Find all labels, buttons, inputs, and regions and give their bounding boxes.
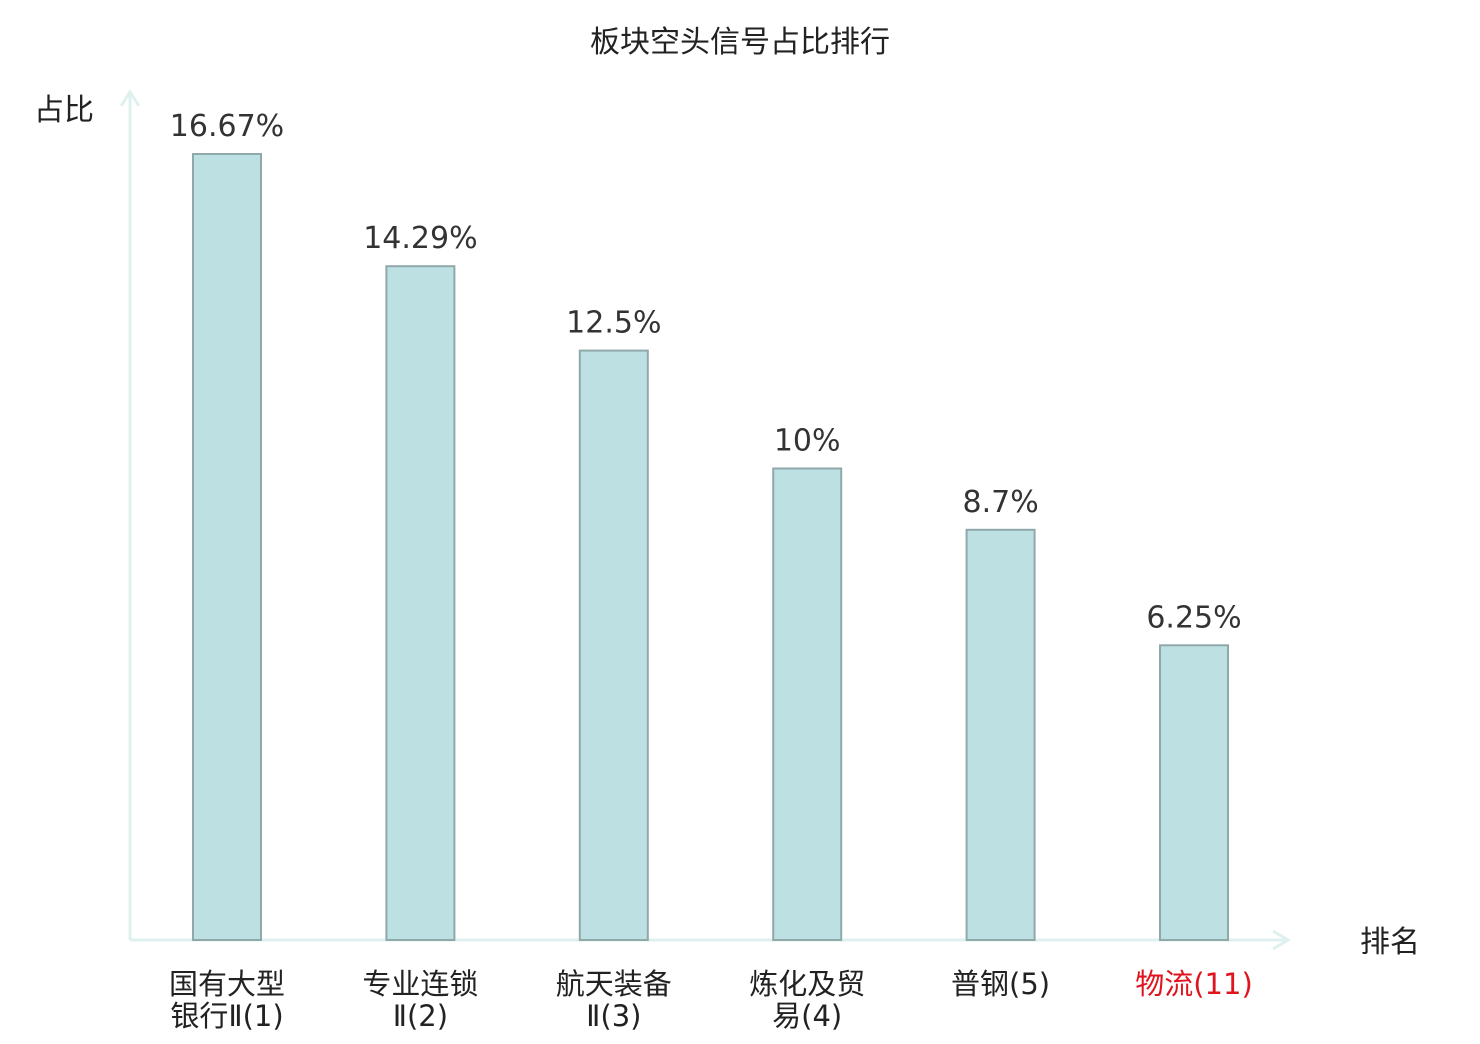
x-tick-label: 国有大型: [169, 967, 285, 1001]
bar-value-label: 12.5%: [566, 306, 661, 341]
bar-value-label: 14.29%: [363, 221, 477, 256]
bar-value-label: 10%: [774, 424, 841, 459]
y-axis-label: 占比: [34, 93, 94, 128]
x-axis-arrow: [1272, 929, 1291, 951]
y-axis-arrow: [119, 89, 141, 107]
x-tick-label: Ⅱ(2): [393, 999, 448, 1033]
bar: [578, 349, 649, 942]
bar-value-label: 8.7%: [962, 485, 1038, 520]
bar-value-label: 16.67%: [170, 109, 284, 144]
bar-value-label: 6.25%: [1146, 600, 1241, 635]
x-tick-label: 普钢(5): [951, 967, 1050, 1001]
chart-title: 板块空头信号占比排行: [590, 25, 890, 60]
x-tick-label: 银行Ⅱ(1): [170, 999, 283, 1033]
x-axis-label: 排名: [1360, 925, 1420, 960]
x-tick-label: 专业连锁: [362, 967, 478, 1001]
x-tick-label: Ⅱ(3): [586, 999, 641, 1033]
x-tick-label: 易(4): [772, 999, 842, 1033]
bar: [1159, 644, 1229, 941]
x-tick-label: 炼化及贸: [749, 967, 865, 1001]
bar: [772, 467, 843, 941]
bar: [965, 528, 1036, 941]
bar: [385, 265, 456, 941]
bar: [192, 153, 262, 941]
x-tick-label: 物流(11): [1135, 967, 1253, 1001]
x-tick-label: 航天装备: [556, 967, 672, 1001]
